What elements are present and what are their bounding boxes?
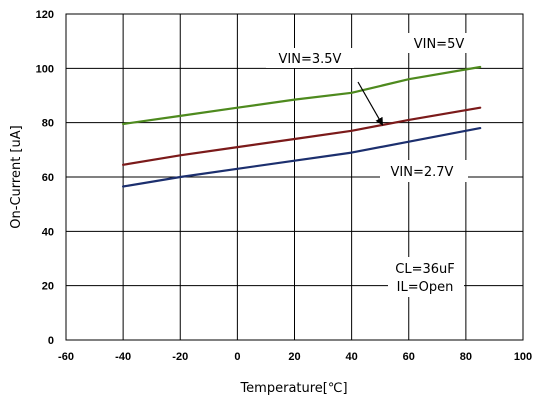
x-tick-labels: -60 -40 -20 0 20 40 60 80 100 xyxy=(58,351,532,363)
y-tick-label: 80 xyxy=(42,118,54,130)
x-tick-label: 60 xyxy=(403,351,415,363)
label-vin5: VIN=5V xyxy=(414,37,465,52)
vin35-arrow xyxy=(357,81,383,126)
label-vin35: VIN=3.5V xyxy=(279,52,342,67)
label-bg-vin5 xyxy=(404,33,474,53)
label-bg-conditions xyxy=(388,257,464,297)
y-tick-label: 20 xyxy=(42,281,54,293)
series-line-0 xyxy=(121,65,482,126)
series-lines xyxy=(121,65,482,188)
x-tick-label: 80 xyxy=(460,351,472,363)
y-tick-label: 40 xyxy=(42,226,54,238)
y-tick-label: 0 xyxy=(48,335,54,347)
label-vin27: VIN=2.7V xyxy=(391,165,454,180)
label-cl: CL=36uF xyxy=(395,262,454,277)
plot-frame xyxy=(65,13,524,341)
x-tick-label: 100 xyxy=(514,351,532,363)
label-bg-vin27 xyxy=(380,160,468,182)
y-tick-labels: 0 20 40 60 80 100 120 xyxy=(36,9,54,347)
x-tick-label: -20 xyxy=(172,351,188,363)
x-tick-label: 0 xyxy=(234,351,240,363)
label-il: IL=Open xyxy=(397,280,454,295)
series-line-2 xyxy=(121,127,482,188)
series-line-1 xyxy=(121,106,482,166)
y-axis-label: On-Current [uA] xyxy=(9,125,24,228)
x-tick-label: 20 xyxy=(288,351,300,363)
y-tick-label: 120 xyxy=(36,9,54,21)
x-tick-label: -60 xyxy=(58,351,74,363)
x-axis-label: Temperature[℃] xyxy=(239,381,347,396)
y-tick-label: 60 xyxy=(42,172,54,184)
x-tick-label: 40 xyxy=(346,351,358,363)
label-bg-vin35 xyxy=(266,48,354,68)
x-tick-label: -40 xyxy=(115,351,131,363)
y-tick-label: 100 xyxy=(36,63,54,75)
